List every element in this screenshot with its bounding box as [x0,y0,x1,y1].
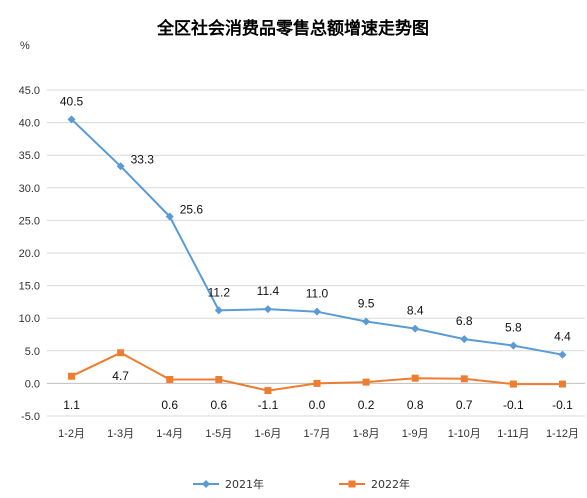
data-point [165,212,174,221]
data-point [215,375,223,383]
data-point [313,379,321,387]
data-point [362,317,371,326]
data-point [460,335,469,344]
data-point [117,349,125,357]
data-label: -1.1 [258,398,279,412]
data-labels: 40.5 33.3 25.6 11.2 11.4 11.0 9.5 8.4 6.8 5.8 4.4 1… [60,94,573,412]
data-point [67,115,76,124]
data-label: 0.0 [309,398,326,412]
gridlines [47,89,585,417]
x-tick-label: 1-7月 [304,428,331,440]
legend-marker [202,480,210,488]
data-point [362,378,370,386]
data-label: 4.7 [112,369,129,383]
y-tick-label: 0.0 [25,378,40,390]
data-label: 0.8 [407,398,424,412]
y-tick-label: 15.0 [19,281,40,293]
data-label: 5.8 [505,321,522,335]
legend-label: 2022年 [371,477,410,491]
y-tick-label: 30.0 [19,183,40,195]
x-tick-label: 1-6月 [254,428,281,440]
x-axis-ticks: 1-2月 1-3月 1-4月 1-5月 1-6月 1-7月 1-8月 1-9月 1-10月 1-1… [58,428,579,440]
data-label: 0.7 [456,398,473,412]
data-label: 11.0 [306,287,329,301]
data-label: 25.6 [180,202,204,216]
x-tick-label: 1-8月 [353,428,380,440]
y-axis-ticks: -5.0 0.0 5.0 10.0 15.0 20.0 25.0 30.0 35.0 40.0 45… [19,85,40,423]
y-tick-label: 25.0 [19,215,40,227]
data-label: 8.4 [407,304,424,318]
y-tick-label: -5.0 [21,411,40,423]
data-point [411,324,420,333]
data-point [214,306,223,315]
y-tick-label: 10.0 [19,313,40,325]
x-tick-label: 1-11月 [497,428,529,440]
y-tick-label: 35.0 [19,150,40,162]
data-label: 11.4 [257,284,280,298]
data-label: 11.2 [208,285,231,299]
y-tick-label: 45.0 [19,85,40,97]
data-label: 6.8 [456,314,473,328]
data-point [166,375,174,383]
x-tick-label: 1-9月 [402,428,429,440]
series-layer [67,115,567,395]
data-point [509,341,518,350]
data-label: 1.1 [63,398,80,412]
data-label: 40.5 [60,94,84,108]
legend: 2021年 2022年 [193,477,410,491]
data-point [558,380,566,388]
chart-title: 全区社会消费品零售总额增速走势图 [156,18,429,39]
data-label: 0.6 [210,398,227,412]
data-point [68,372,76,380]
x-tick-label: 1-12月 [546,428,579,440]
x-tick-label: 1-4月 [156,428,183,440]
data-point [558,350,567,359]
data-label: 33.3 [131,152,155,166]
legend-marker [348,480,356,488]
x-tick-label: 1-10月 [448,428,481,440]
x-tick-label: 1-2月 [58,428,85,440]
y-tick-label: 40.0 [19,118,40,130]
legend-label: 2021年 [225,477,264,491]
data-label: -0.1 [503,398,524,412]
x-tick-label: 1-5月 [205,428,232,440]
data-label: 4.4 [554,330,571,344]
data-label: 9.5 [358,296,375,310]
data-point [264,387,272,395]
data-point [509,380,517,388]
data-label: 0.2 [358,398,375,412]
y-axis-unit: % [20,40,30,52]
y-tick-label: 5.0 [25,346,40,358]
data-point [460,375,468,383]
data-point [116,162,125,171]
y-tick-label: 20.0 [19,248,40,260]
x-tick-label: 1-3月 [107,428,134,440]
data-point [411,374,419,382]
data-label: -0.1 [552,398,573,412]
data-point [263,305,272,314]
data-label: 0.6 [161,398,178,412]
data-point [313,307,321,316]
